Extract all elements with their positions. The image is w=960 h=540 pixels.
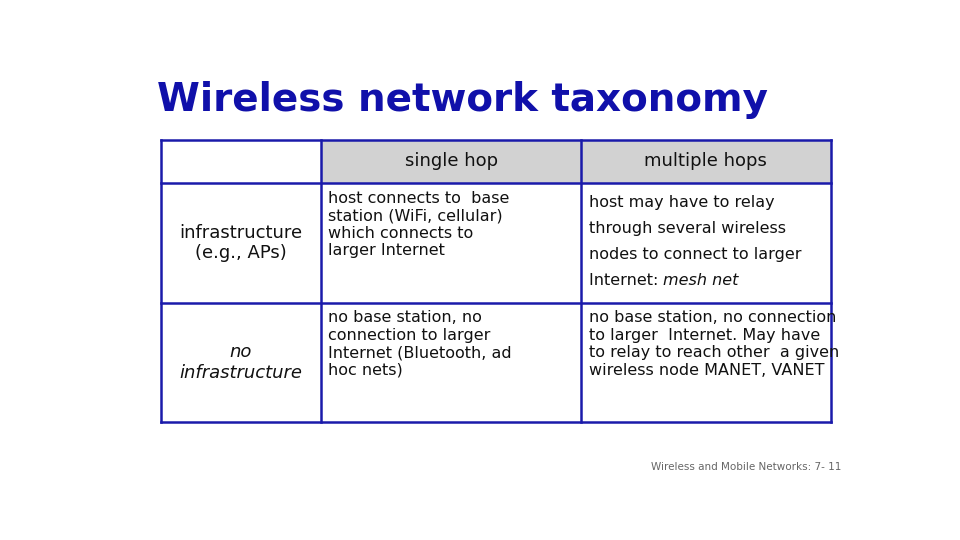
- Text: Wireless and Mobile Networks: 7- 11: Wireless and Mobile Networks: 7- 11: [651, 462, 842, 472]
- Bar: [321, 140, 581, 183]
- Text: mesh net: mesh net: [663, 273, 738, 288]
- Text: host connects to  base
station (WiFi, cellular)
which connects to
larger Interne: host connects to base station (WiFi, cel…: [328, 191, 510, 258]
- Bar: [581, 140, 830, 183]
- Text: no
infrastructure: no infrastructure: [180, 343, 302, 382]
- Text: host may have to relay: host may have to relay: [588, 195, 775, 210]
- Text: Internet:: Internet:: [588, 273, 663, 288]
- Text: multiple hops: multiple hops: [644, 152, 767, 171]
- Text: no base station, no connection
to larger  Internet. May have
to relay to reach o: no base station, no connection to larger…: [588, 310, 839, 377]
- Text: no base station, no
connection to larger
Internet (Bluetooth, ad
hoc nets): no base station, no connection to larger…: [328, 310, 512, 377]
- Text: single hop: single hop: [404, 152, 497, 171]
- Text: Wireless network taxonomy: Wireless network taxonomy: [157, 82, 768, 119]
- Text: infrastructure
(e.g., APs): infrastructure (e.g., APs): [180, 224, 302, 262]
- Text: nodes to connect to larger: nodes to connect to larger: [588, 247, 802, 262]
- Text: through several wireless: through several wireless: [588, 221, 785, 236]
